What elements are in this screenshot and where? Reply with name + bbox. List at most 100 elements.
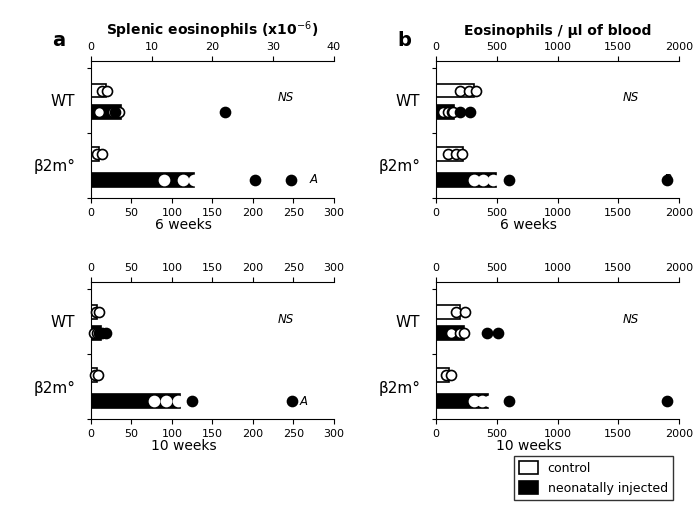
Point <box>494 176 505 184</box>
Bar <box>91 105 121 119</box>
Point <box>446 371 457 379</box>
Text: β2m°: β2m° <box>378 159 420 174</box>
Point <box>442 108 454 116</box>
X-axis label: Eosinophils / μl of blood: Eosinophils / μl of blood <box>464 24 651 38</box>
Text: A: A <box>663 394 671 408</box>
Text: WT: WT <box>395 94 420 109</box>
Point <box>89 329 100 337</box>
Point <box>200 176 211 184</box>
Text: NS: NS <box>622 313 638 326</box>
Text: 6 weeks: 6 weeks <box>500 218 556 232</box>
Point <box>96 150 107 158</box>
Text: NS: NS <box>622 91 638 104</box>
Point <box>451 150 462 158</box>
Point <box>458 329 470 337</box>
Point <box>286 397 297 405</box>
X-axis label: Splenic eosinophils (x10$^{-6}$): Splenic eosinophils (x10$^{-6}$) <box>106 19 318 41</box>
Bar <box>436 305 461 318</box>
Bar <box>436 147 463 161</box>
Point <box>455 86 466 95</box>
Text: A: A <box>309 173 318 187</box>
Point <box>97 329 108 337</box>
Point <box>219 108 230 116</box>
Point <box>110 108 121 116</box>
Bar <box>91 326 101 340</box>
Point <box>463 86 475 95</box>
Bar <box>91 368 97 382</box>
Text: a: a <box>52 31 65 50</box>
Point <box>447 108 458 116</box>
Point <box>454 329 466 337</box>
Point <box>470 86 482 95</box>
Point <box>662 397 673 405</box>
Point <box>187 397 198 405</box>
Point <box>440 371 452 379</box>
Bar <box>91 305 97 318</box>
Point <box>97 86 108 95</box>
Point <box>107 108 118 116</box>
Point <box>102 86 113 95</box>
Point <box>460 308 471 316</box>
Point <box>91 150 102 158</box>
Point <box>94 108 105 116</box>
Point <box>503 176 514 184</box>
Point <box>173 397 184 405</box>
Legend: control, neonatally injected: control, neonatally injected <box>514 456 673 500</box>
Bar <box>91 147 99 161</box>
Point <box>468 397 480 405</box>
Text: NS: NS <box>277 91 293 104</box>
Point <box>100 329 111 337</box>
Text: b: b <box>397 31 411 50</box>
Bar <box>91 173 194 187</box>
Point <box>503 397 514 405</box>
Point <box>492 329 503 337</box>
Point <box>483 397 494 405</box>
Point <box>442 150 454 158</box>
Point <box>90 308 101 316</box>
Point <box>489 397 500 405</box>
Point <box>177 176 188 184</box>
Point <box>92 329 103 337</box>
Point <box>148 397 160 405</box>
Text: B: B <box>663 173 671 187</box>
Point <box>487 176 498 184</box>
Text: β2m°: β2m° <box>378 381 420 396</box>
Point <box>161 397 172 405</box>
Point <box>464 108 475 116</box>
Bar <box>436 326 464 340</box>
Point <box>468 176 480 184</box>
Text: NS: NS <box>277 313 293 326</box>
Point <box>446 108 457 116</box>
Point <box>158 176 169 184</box>
Point <box>94 329 105 337</box>
Bar <box>436 368 449 382</box>
Point <box>94 308 105 316</box>
Point <box>90 371 101 379</box>
Point <box>451 308 462 316</box>
Text: β2m°: β2m° <box>33 381 75 396</box>
Text: 6 weeks: 6 weeks <box>155 218 212 232</box>
Point <box>113 108 125 116</box>
Text: WT: WT <box>50 94 75 109</box>
Point <box>662 176 673 184</box>
Bar <box>436 105 454 119</box>
Point <box>477 397 488 405</box>
Text: 10 weeks: 10 weeks <box>150 439 216 453</box>
Text: A: A <box>300 394 308 408</box>
Bar <box>91 84 106 98</box>
Text: 10 weeks: 10 weeks <box>496 439 561 453</box>
Point <box>249 176 260 184</box>
Text: WT: WT <box>395 315 420 330</box>
Text: WT: WT <box>50 315 75 330</box>
Point <box>438 108 449 116</box>
Point <box>478 176 489 184</box>
Bar <box>436 173 496 187</box>
Point <box>445 329 456 337</box>
Point <box>188 176 199 184</box>
Point <box>482 329 493 337</box>
Bar <box>436 394 489 408</box>
Point <box>456 150 468 158</box>
Point <box>455 108 466 116</box>
Bar <box>91 394 180 408</box>
Text: β2m°: β2m° <box>33 159 75 174</box>
